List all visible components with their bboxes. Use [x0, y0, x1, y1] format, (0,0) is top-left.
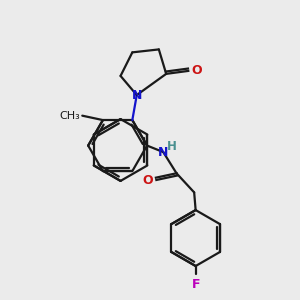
Text: H: H: [167, 140, 176, 153]
Text: N: N: [158, 146, 168, 159]
Text: F: F: [191, 278, 200, 291]
Text: N: N: [132, 88, 142, 102]
Text: O: O: [142, 173, 153, 187]
Text: CH₃: CH₃: [59, 111, 80, 121]
Text: O: O: [192, 64, 203, 77]
